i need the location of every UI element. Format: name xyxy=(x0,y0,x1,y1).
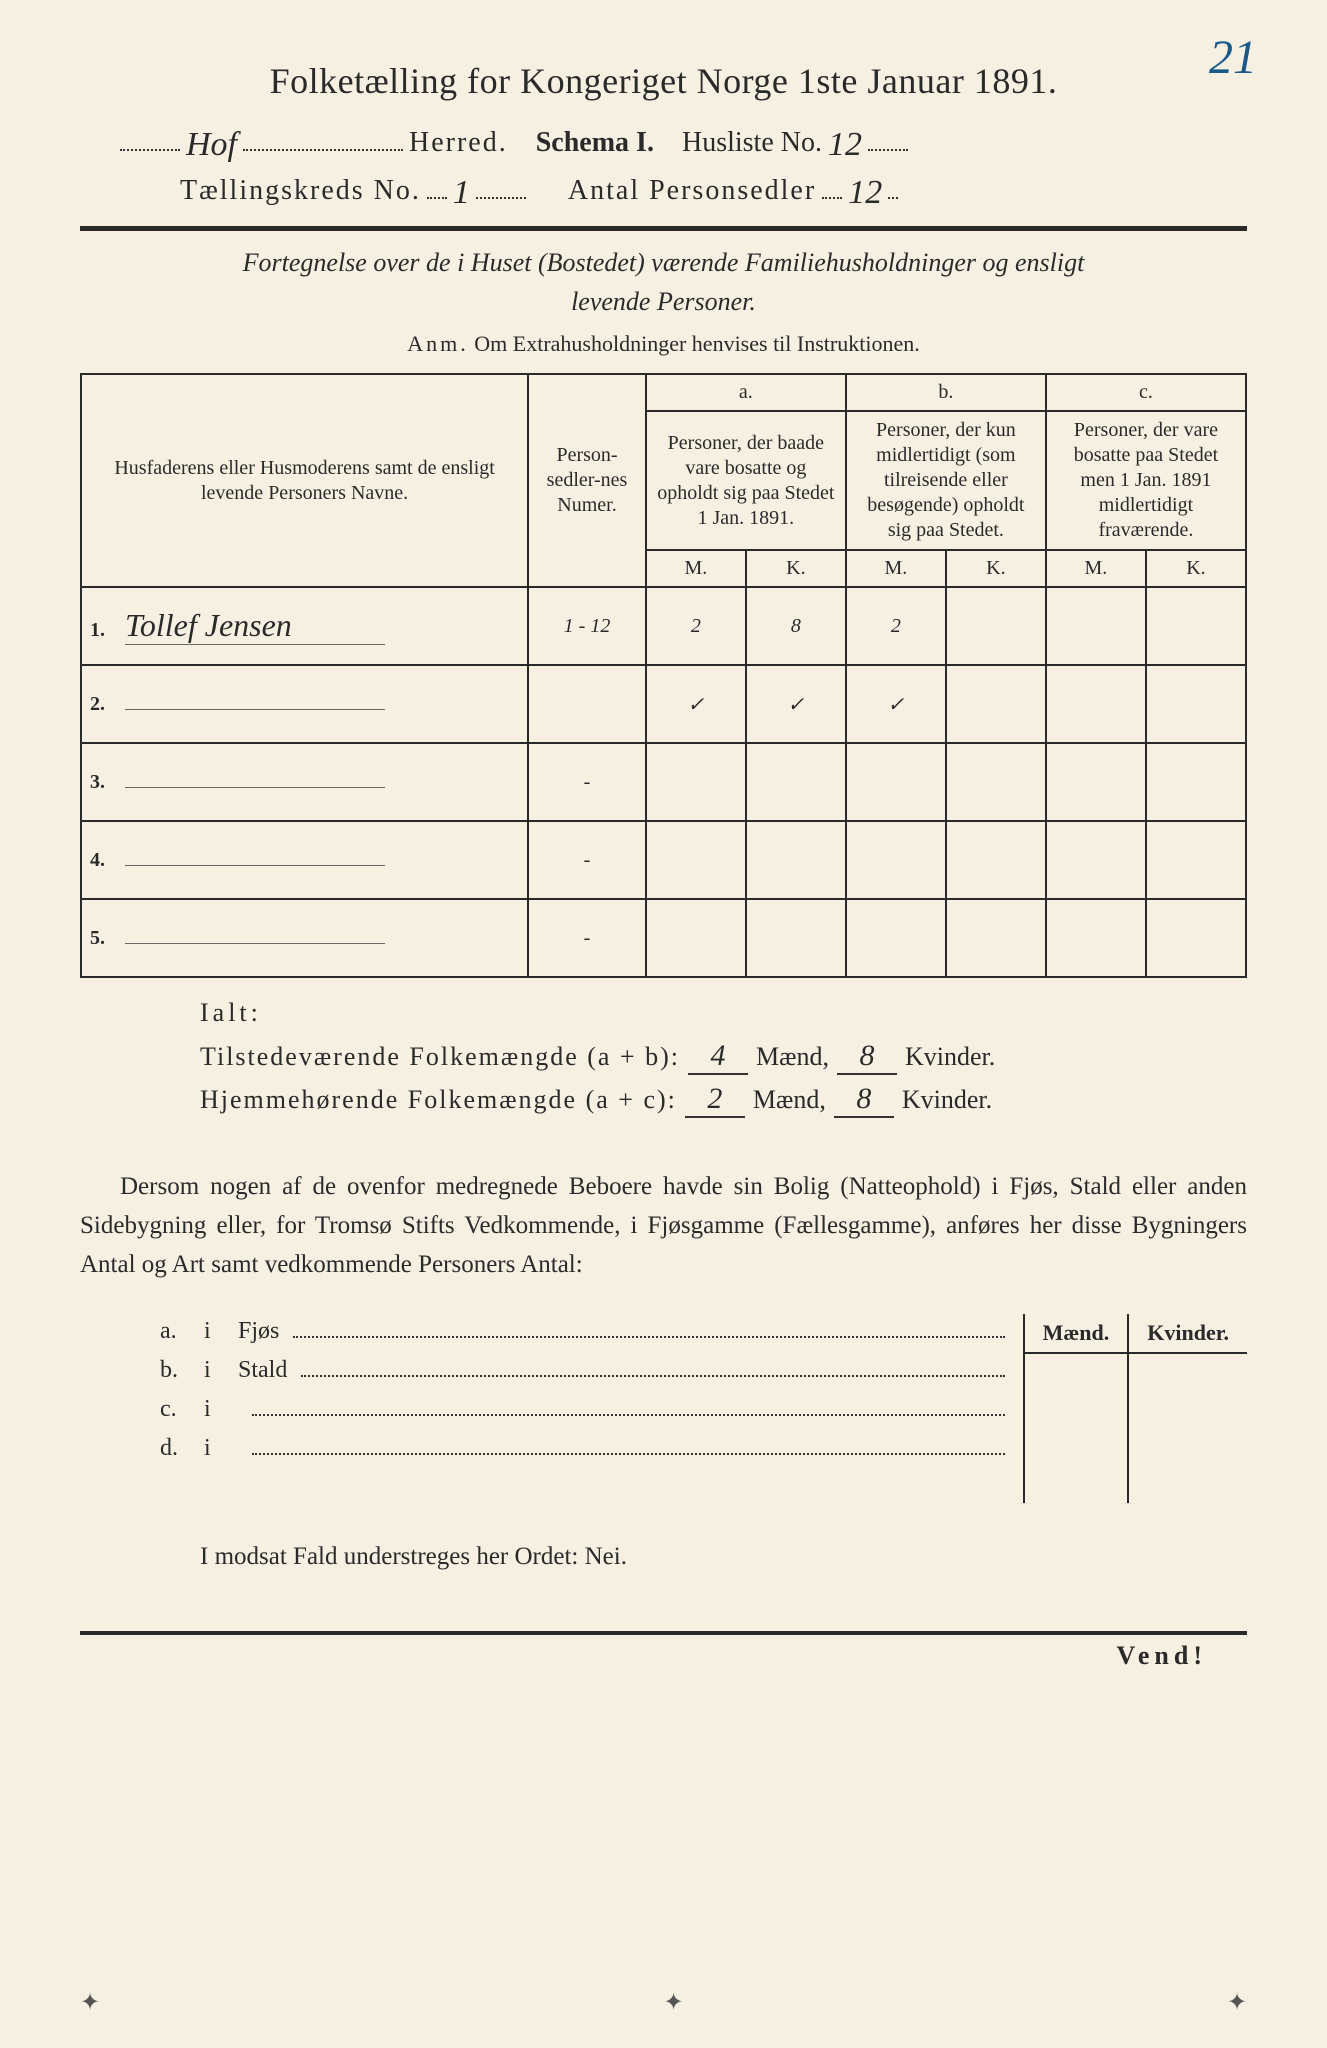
modsat-line: I modsat Fald understreges her Ordet: Ne… xyxy=(80,1543,1247,1571)
main-title: Folketælling for Kongeriget Norge 1ste J… xyxy=(80,60,1247,102)
kreds-value: 1 xyxy=(453,174,470,212)
mk-m-header: Mænd. xyxy=(1024,1314,1129,1353)
corner-page-number: 21 xyxy=(1209,30,1257,85)
husliste-label: Husliste No. xyxy=(682,127,822,159)
maend-label: Mænd, xyxy=(756,1042,829,1072)
subtitle-line2: levende Personer. xyxy=(571,287,756,316)
th-num: Person-sedler-nes Numer. xyxy=(528,374,646,587)
antal-label: Antal Personsedler xyxy=(568,175,816,207)
th-b-m: M. xyxy=(846,550,946,587)
mk-m-cell xyxy=(1024,1353,1129,1503)
sidebuilding-list: a.iFjøs b.iStald c.i d.i xyxy=(80,1314,1005,1503)
husliste-value: 12 xyxy=(828,126,862,164)
ialt-label: Ialt: xyxy=(200,998,1247,1028)
resident-k: 8 xyxy=(856,1082,871,1116)
th-c-letter: c. xyxy=(1046,374,1246,411)
antal-value: 12 xyxy=(848,174,882,212)
mk-k-cell xyxy=(1128,1353,1247,1503)
resident-m: 2 xyxy=(707,1082,722,1116)
anm-label: Anm. xyxy=(407,331,469,356)
sidebuilding-row: d.i xyxy=(160,1431,1005,1462)
anm-text: Om Extrahusholdninger henvises til Instr… xyxy=(474,331,919,356)
table-row: 3. - xyxy=(81,743,1246,821)
present-label: Tilstedeværende Folkemængde (a + b): xyxy=(200,1042,680,1072)
header-row-1: Hof Herred. Schema I. Husliste No. 12 xyxy=(80,122,1247,160)
punch-hole-icon: ✦ xyxy=(80,1988,100,2008)
vend-label: Vend! xyxy=(80,1641,1247,1671)
kreds-label: Tællingskreds No. xyxy=(180,175,421,207)
sidebuilding-mk-table: Mænd. Kvinder. xyxy=(1023,1314,1247,1503)
schema-label: Schema I. xyxy=(536,127,654,159)
punch-hole-icon: ✦ xyxy=(1227,1988,1247,2008)
th-b-letter: b. xyxy=(846,374,1046,411)
anm-note: Anm. Om Extrahusholdninger henvises til … xyxy=(80,331,1247,357)
totals-block: Ialt: Tilstedeværende Folkemængde (a + b… xyxy=(80,998,1247,1118)
kvinder-label: Kvinder. xyxy=(905,1042,995,1072)
table-row: 4. - xyxy=(81,821,1246,899)
bottom-rule xyxy=(80,1631,1247,1635)
sidebuilding-row: b.iStald xyxy=(160,1353,1005,1384)
maend-label: Mænd, xyxy=(753,1085,826,1115)
present-count-row: Tilstedeværende Folkemængde (a + b): 4 M… xyxy=(200,1042,1247,1075)
sidebuilding-block: a.iFjøs b.iStald c.i d.i Mænd. Kvinder. xyxy=(80,1314,1247,1503)
present-m: 4 xyxy=(711,1039,726,1073)
th-b: Personer, der kun midlertidigt (som tilr… xyxy=(846,411,1046,550)
th-c-k: K. xyxy=(1146,550,1246,587)
th-name: Husfaderens eller Husmoderens samt de en… xyxy=(81,374,528,587)
resident-label: Hjemmehørende Folkemængde (a + c): xyxy=(200,1085,677,1115)
present-k: 8 xyxy=(859,1039,874,1073)
table-row: 5. - xyxy=(81,899,1246,977)
herred-label: Herred. xyxy=(409,127,508,159)
sidebuilding-row: c.i xyxy=(160,1392,1005,1423)
census-table: Husfaderens eller Husmoderens samt de en… xyxy=(80,373,1247,978)
subtitle: Fortegnelse over de i Huset (Bostedet) v… xyxy=(80,243,1247,321)
resident-count-row: Hjemmehørende Folkemængde (a + c): 2 Mæn… xyxy=(200,1085,1247,1118)
th-b-k: K. xyxy=(946,550,1046,587)
header-row-2: Tællingskreds No. 1 Antal Personsedler 1… xyxy=(80,170,1247,208)
th-a-k: K. xyxy=(746,550,846,587)
table-row: 2. ✓✓✓ xyxy=(81,665,1246,743)
th-c: Personer, der vare bosatte paa Stedet me… xyxy=(1046,411,1246,550)
punch-hole-icon: ✦ xyxy=(664,1988,684,2008)
th-a-m: M. xyxy=(646,550,746,587)
herred-value: Hof xyxy=(186,126,237,164)
th-c-m: M. xyxy=(1046,550,1146,587)
mk-k-header: Kvinder. xyxy=(1128,1314,1247,1353)
kvinder-label: Kvinder. xyxy=(902,1085,992,1115)
sidebuilding-row: a.iFjøs xyxy=(160,1314,1005,1345)
th-a: Personer, der baade vare bosatte og opho… xyxy=(646,411,846,550)
sidebuilding-paragraph: Dersom nogen af de ovenfor medregnede Be… xyxy=(80,1168,1247,1284)
divider-rule xyxy=(80,226,1247,231)
subtitle-line1: Fortegnelse over de i Huset (Bostedet) v… xyxy=(243,248,1085,277)
table-row: 1. Tollef Jensen1 - 12282 xyxy=(81,587,1246,665)
th-a-letter: a. xyxy=(646,374,846,411)
